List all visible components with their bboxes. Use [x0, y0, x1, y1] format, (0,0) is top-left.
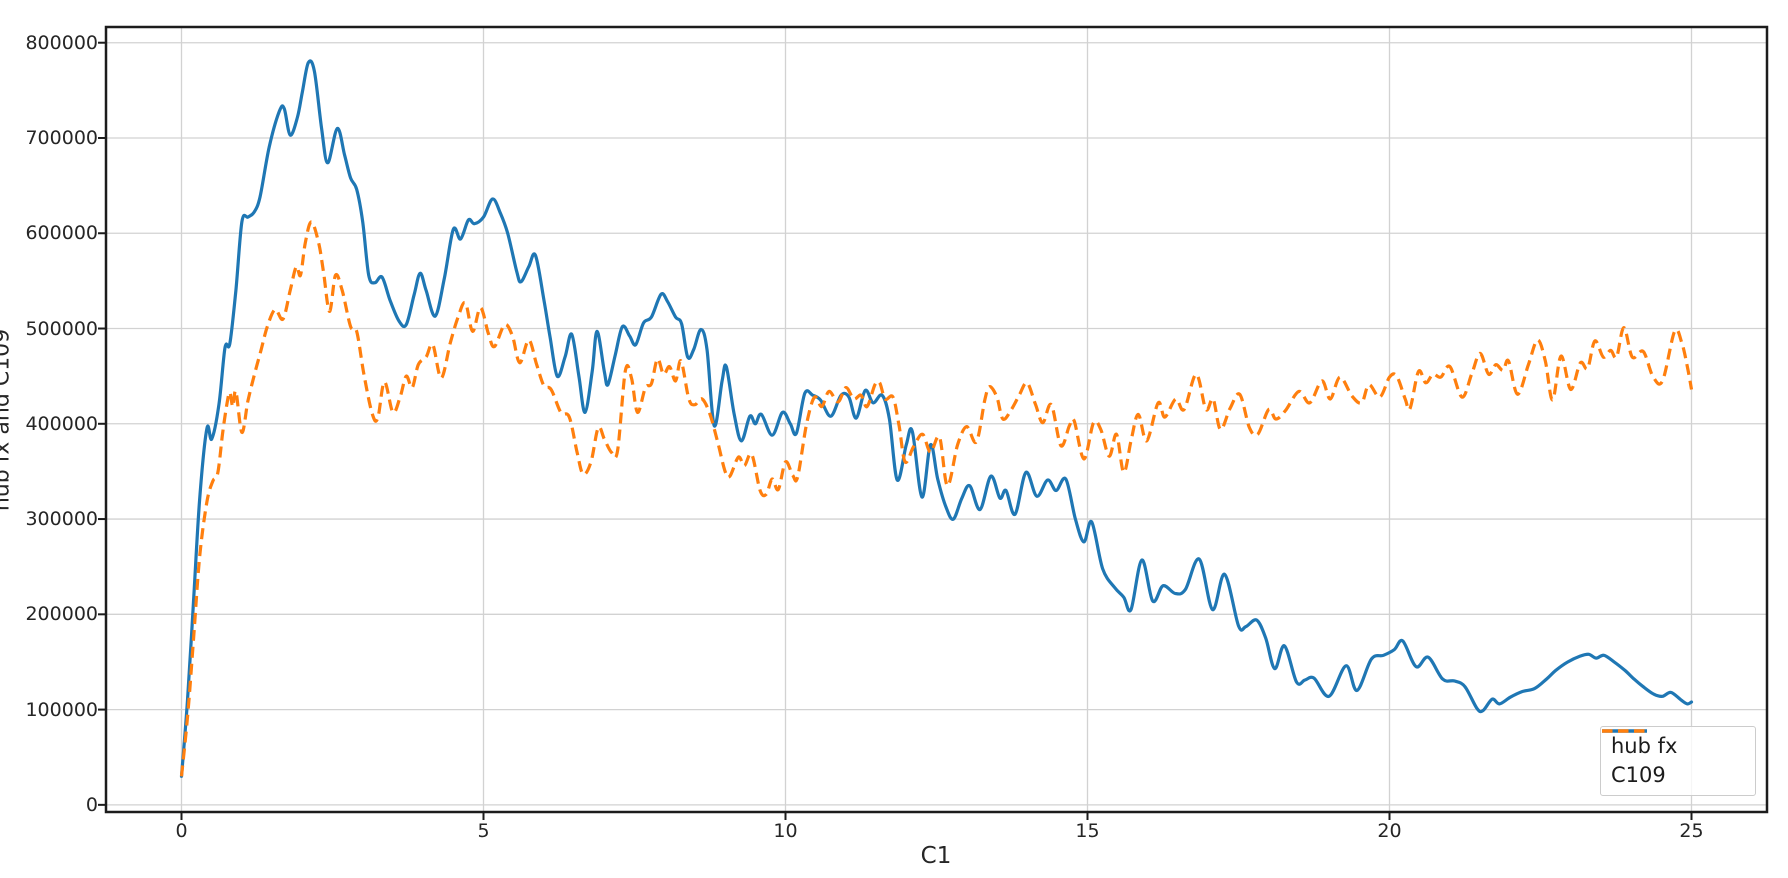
y-tick-label: 0 [85, 793, 98, 816]
plot-border [104, 25, 1769, 814]
legend-label-c109: C109 [1611, 763, 1666, 787]
x-tick-label: 15 [1075, 820, 1100, 842]
axis-ticks [98, 41, 1693, 820]
x-tick-label: 5 [477, 820, 490, 842]
x-tick-label: 10 [773, 820, 798, 842]
y-tick-label: 100000 [25, 698, 98, 721]
y-axis-label: hub fx and C109 [0, 328, 15, 512]
gridlines [106, 27, 1767, 812]
legend: hub fx C109 [1600, 726, 1756, 796]
hub-fx-line [179, 59, 1694, 778]
y-tick-label: 400000 [25, 412, 98, 435]
plot-area [179, 59, 1694, 778]
y-tick-label: 200000 [25, 603, 98, 626]
c109-line [179, 220, 1694, 777]
x-tick-label: 0 [175, 820, 188, 842]
legend-item-c109: C109 [1602, 729, 1745, 790]
y-tick-label: 700000 [25, 126, 98, 149]
x-axis-label: C1 [920, 843, 952, 869]
y-tick-label: 500000 [25, 317, 98, 340]
legend-label-hub-fx: hub fx [1611, 734, 1678, 758]
y-tick-label: 600000 [25, 222, 98, 245]
x-tick-label: 25 [1679, 820, 1704, 842]
legend-item-hub-fx: hub fx [1602, 729, 1745, 761]
x-tick-label: 20 [1377, 820, 1402, 842]
legend-line-c109 [1602, 729, 1647, 733]
y-tick-label: 800000 [25, 31, 98, 54]
y-tick-label: 300000 [25, 508, 98, 531]
